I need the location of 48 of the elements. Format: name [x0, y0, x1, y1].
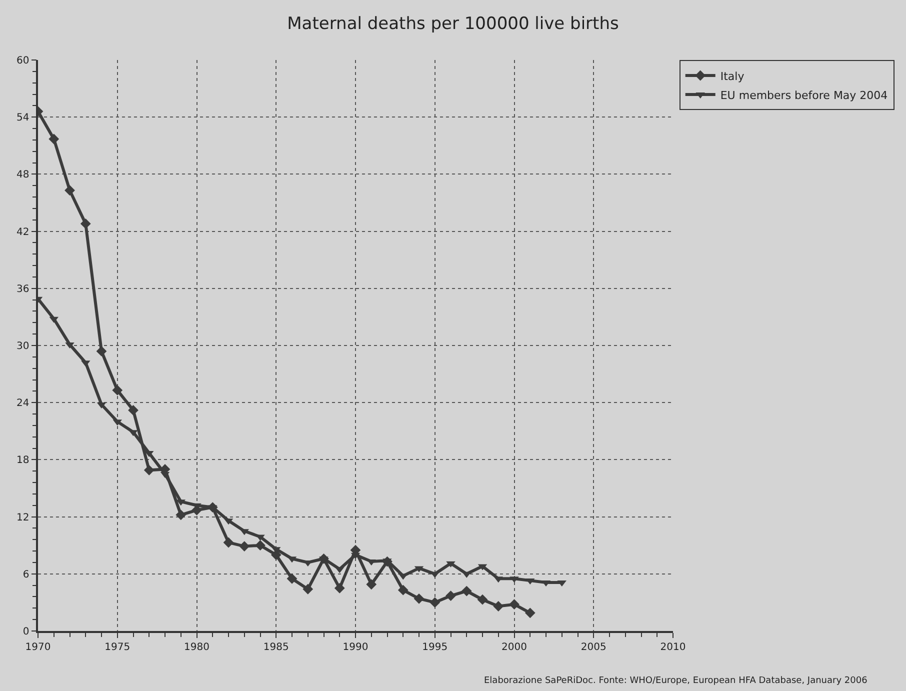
- point: [509, 599, 520, 610]
- x-tick-label: 1980: [184, 642, 210, 653]
- y-tick-label: 24: [16, 398, 30, 410]
- point: [286, 573, 298, 584]
- x-tick-label: 2000: [502, 642, 527, 653]
- point: [302, 584, 314, 594]
- y-tick-label: 6: [22, 569, 30, 580]
- x-tick-label: 1990: [342, 642, 368, 653]
- point: [48, 134, 60, 144]
- y-tick-label: 54: [16, 112, 30, 124]
- legend-label: Italy: [720, 70, 745, 83]
- y-tick-label: 12: [16, 512, 30, 524]
- point: [446, 590, 456, 601]
- point: [64, 185, 75, 196]
- point: [128, 405, 138, 416]
- y-tick-label: 42: [16, 226, 30, 238]
- x-tick-label: 2005: [580, 642, 606, 653]
- point: [493, 601, 504, 612]
- text: Elaborazione SaPeRiDoc. Fonte: WHO/Europe, European HFA Database, January 2006: [484, 676, 868, 686]
- x-tick-label: 1975: [104, 642, 130, 653]
- legend-label: EU members before May 2004: [720, 88, 888, 102]
- x-tick-label: 1970: [25, 642, 51, 653]
- y-tick-label: 48: [16, 170, 30, 181]
- y-tick-label: 30: [16, 341, 30, 352]
- y-tick-label: 18: [16, 455, 30, 466]
- y-tick-label: 60: [16, 56, 30, 66]
- point: [255, 540, 266, 551]
- point: [176, 510, 186, 520]
- point: [461, 586, 472, 596]
- point: [334, 582, 345, 594]
- point: [414, 593, 424, 604]
- y-tick-label: 36: [16, 284, 30, 295]
- y-tick-label: 0: [22, 626, 30, 638]
- x-tick-label: 2010: [660, 642, 686, 653]
- point: [80, 218, 91, 229]
- x-tick-label: 1985: [263, 642, 289, 653]
- point: [430, 597, 440, 608]
- x-tick-label: 1995: [422, 642, 448, 653]
- point: [239, 541, 250, 552]
- chart-title: Maternal deaths per 100000 live births: [287, 14, 619, 34]
- point: [223, 537, 234, 548]
- point: [96, 346, 107, 356]
- point: [477, 594, 488, 605]
- point: [366, 579, 377, 590]
- point: [112, 385, 123, 396]
- point: [524, 608, 536, 618]
- point: [144, 464, 154, 476]
- point: [398, 584, 408, 596]
